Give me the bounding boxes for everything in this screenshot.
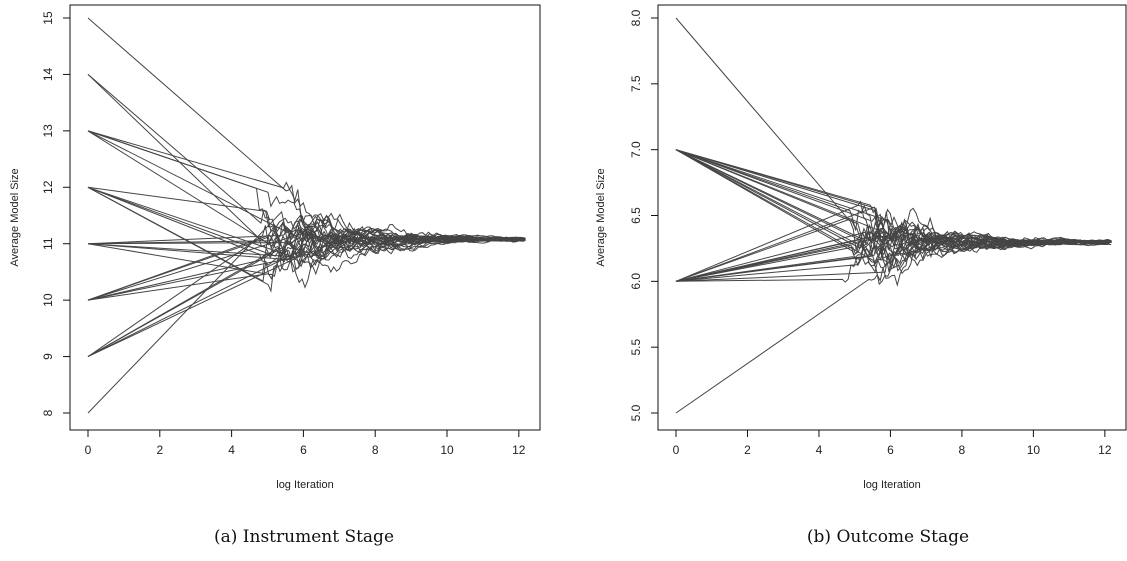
- series-line: [675, 227, 1110, 282]
- plot-frame: [657, 4, 1127, 431]
- series-line: [87, 214, 525, 358]
- series-traces: [87, 17, 526, 414]
- x-tick-label: 6: [300, 443, 307, 457]
- series-line: [87, 17, 525, 243]
- y-tick-label: 6.0: [629, 273, 643, 290]
- y-tick-label: 5.0: [629, 404, 643, 421]
- series-line: [675, 235, 1112, 414]
- y-tick-label: 15: [41, 11, 55, 25]
- plot-frame: [69, 4, 541, 431]
- y-tick-label: 11: [41, 237, 55, 250]
- series-line: [87, 235, 525, 301]
- y-tick-label: 7.0: [629, 141, 643, 158]
- series-line: [87, 130, 524, 242]
- y-tick-label: 9: [41, 353, 55, 360]
- y-tick-label: 14: [41, 67, 55, 81]
- y-tick-label: 6.5: [629, 207, 643, 224]
- y-tick-label: 7.5: [629, 75, 643, 92]
- x-axis-title: log Iteration: [276, 479, 333, 491]
- x-tick-label: 2: [156, 443, 163, 457]
- series-line: [675, 200, 1110, 282]
- x-axis: 0 2 4 6 8 10 12: [673, 430, 1112, 457]
- x-tick-label: 0: [673, 443, 680, 457]
- x-axis-title: log Iteration: [863, 479, 920, 491]
- series-line: [87, 225, 524, 358]
- x-tick-label: 12: [512, 443, 526, 457]
- series-line: [675, 149, 1110, 267]
- series-line: [675, 149, 1110, 269]
- x-tick-label: 4: [228, 443, 235, 457]
- y-tick-label: 8.0: [629, 9, 643, 26]
- y-tick-label: 10: [41, 293, 55, 307]
- x-tick-label: 12: [1098, 443, 1112, 457]
- panel-outcome-stage: 0 2 4 6 8 10 12 5.0 5.5 6.0 6.5 7.0 7.5 8.0 log Iterat…: [595, 4, 1127, 547]
- series-line: [675, 149, 1111, 250]
- x-tick-label: 10: [440, 443, 454, 457]
- y-axis: 8 9 10 11 12 13 14 15: [41, 11, 70, 416]
- series-line: [87, 210, 526, 414]
- x-tick-label: 4: [816, 443, 823, 457]
- y-tick-label: 5.5: [629, 339, 643, 356]
- y-tick-label: 13: [41, 124, 55, 138]
- panel-caption: (b) Outcome Stage: [807, 527, 969, 547]
- y-tick-label: 12: [41, 180, 55, 194]
- series-traces: [675, 17, 1112, 414]
- x-tick-label: 6: [887, 443, 894, 457]
- y-axis-title: Average Model Size: [9, 168, 21, 266]
- x-axis: 0 2 4 6 8 10 12: [85, 430, 526, 457]
- x-tick-label: 10: [1027, 443, 1041, 457]
- x-tick-label: 2: [744, 443, 751, 457]
- x-tick-label: 8: [372, 443, 379, 457]
- x-tick-label: 8: [959, 443, 966, 457]
- y-tick-label: 8: [41, 409, 55, 416]
- series-line: [675, 225, 1110, 282]
- y-axis-title: Average Model Size: [595, 168, 607, 266]
- panel-instrument-stage: 0 2 4 6 8 10 12 8 9 10 11 12 13 14 15 log Iteration Aver…: [9, 4, 541, 547]
- y-axis: 5.0 5.5 6.0 6.5 7.0 7.5 8.0: [629, 9, 658, 421]
- x-tick-label: 0: [85, 443, 92, 457]
- panel-caption: (a) Instrument Stage: [214, 527, 394, 547]
